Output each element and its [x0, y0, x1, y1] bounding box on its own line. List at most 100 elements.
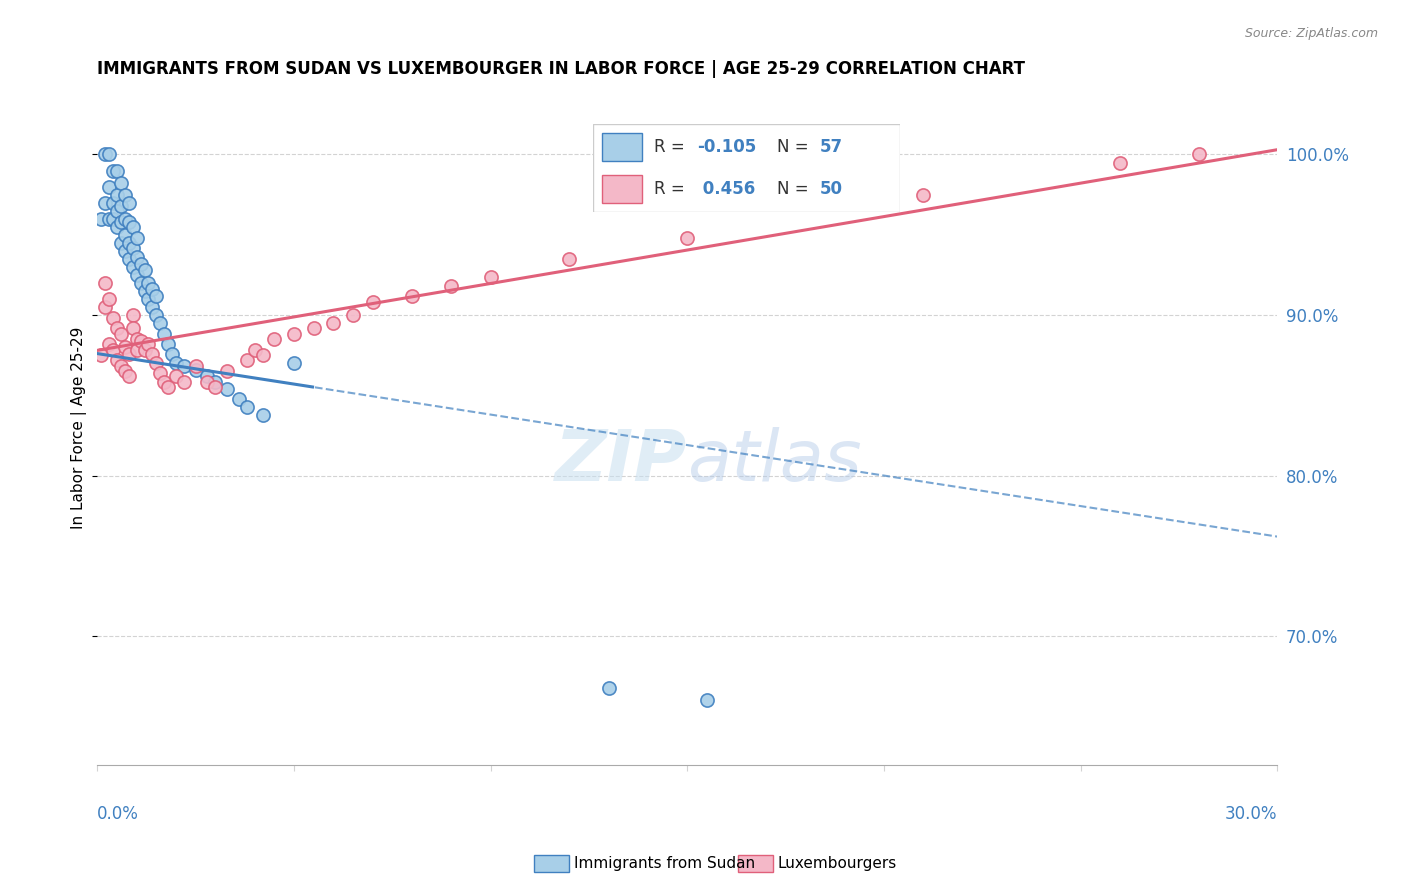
- Point: [118, 252, 141, 266]
- Point: [696, 693, 718, 707]
- Point: [197, 369, 219, 384]
- Point: [125, 231, 148, 245]
- Point: [101, 343, 124, 358]
- Point: [118, 369, 141, 384]
- Point: [101, 195, 124, 210]
- Point: [98, 337, 121, 351]
- Point: [110, 327, 132, 342]
- Point: [204, 380, 226, 394]
- Point: [125, 268, 148, 282]
- Point: [129, 334, 152, 348]
- Point: [121, 260, 143, 274]
- Point: [101, 211, 124, 226]
- Point: [98, 147, 121, 161]
- Point: [98, 211, 121, 226]
- Point: [114, 340, 136, 354]
- Point: [90, 348, 112, 362]
- Point: [125, 250, 148, 264]
- Point: [283, 356, 305, 370]
- Point: [105, 353, 128, 368]
- Point: [134, 263, 156, 277]
- Point: [145, 308, 167, 322]
- Point: [252, 348, 274, 362]
- Point: [118, 235, 141, 250]
- Point: [217, 364, 239, 378]
- Point: [110, 359, 132, 374]
- Point: [157, 380, 180, 394]
- Point: [94, 147, 117, 161]
- Y-axis label: In Labor Force | Age 25-29: In Labor Force | Age 25-29: [72, 326, 87, 529]
- Point: [121, 308, 143, 322]
- Point: [105, 219, 128, 234]
- Point: [90, 211, 112, 226]
- Point: [184, 359, 207, 374]
- Point: [1188, 147, 1211, 161]
- Point: [440, 279, 463, 293]
- Text: atlas: atlas: [688, 426, 862, 496]
- Point: [98, 179, 121, 194]
- Point: [236, 353, 259, 368]
- Point: [118, 215, 141, 229]
- Point: [197, 376, 219, 390]
- Point: [153, 327, 176, 342]
- Point: [134, 284, 156, 298]
- Point: [157, 337, 180, 351]
- Point: [252, 408, 274, 422]
- Point: [160, 346, 183, 360]
- Point: [125, 332, 148, 346]
- Point: [558, 252, 581, 266]
- Point: [322, 316, 344, 330]
- Point: [118, 195, 141, 210]
- Point: [138, 337, 160, 351]
- Point: [105, 203, 128, 218]
- Point: [217, 382, 239, 396]
- Point: [138, 292, 160, 306]
- Point: [105, 321, 128, 335]
- Text: Luxembourgers: Luxembourgers: [778, 856, 897, 871]
- Point: [228, 392, 250, 406]
- Point: [101, 311, 124, 326]
- Point: [94, 195, 117, 210]
- Point: [401, 289, 423, 303]
- Point: [243, 343, 266, 358]
- Point: [141, 300, 163, 314]
- Point: [114, 187, 136, 202]
- Point: [105, 187, 128, 202]
- Point: [121, 321, 143, 335]
- Text: ZIP: ZIP: [555, 426, 688, 496]
- Point: [105, 163, 128, 178]
- Point: [173, 359, 195, 374]
- Text: 30.0%: 30.0%: [1225, 805, 1278, 822]
- Point: [114, 211, 136, 226]
- Point: [145, 356, 167, 370]
- Point: [184, 362, 207, 376]
- Point: [145, 289, 167, 303]
- Point: [110, 199, 132, 213]
- Point: [141, 346, 163, 360]
- Point: [153, 376, 176, 390]
- Point: [121, 219, 143, 234]
- Point: [110, 235, 132, 250]
- Text: Source: ZipAtlas.com: Source: ZipAtlas.com: [1244, 27, 1378, 40]
- Point: [114, 227, 136, 242]
- Point: [676, 231, 699, 245]
- Point: [361, 295, 384, 310]
- Point: [110, 177, 132, 191]
- Point: [138, 276, 160, 290]
- Point: [263, 332, 285, 346]
- Point: [129, 276, 152, 290]
- Point: [118, 346, 141, 360]
- Point: [129, 257, 152, 271]
- Point: [165, 356, 187, 370]
- Text: Immigrants from Sudan: Immigrants from Sudan: [574, 856, 755, 871]
- Point: [283, 327, 305, 342]
- Point: [165, 369, 187, 384]
- Point: [173, 376, 195, 390]
- Point: [98, 292, 121, 306]
- Point: [121, 241, 143, 255]
- Point: [114, 244, 136, 258]
- Point: [598, 681, 620, 695]
- Point: [236, 400, 259, 414]
- Point: [204, 376, 226, 390]
- Point: [134, 343, 156, 358]
